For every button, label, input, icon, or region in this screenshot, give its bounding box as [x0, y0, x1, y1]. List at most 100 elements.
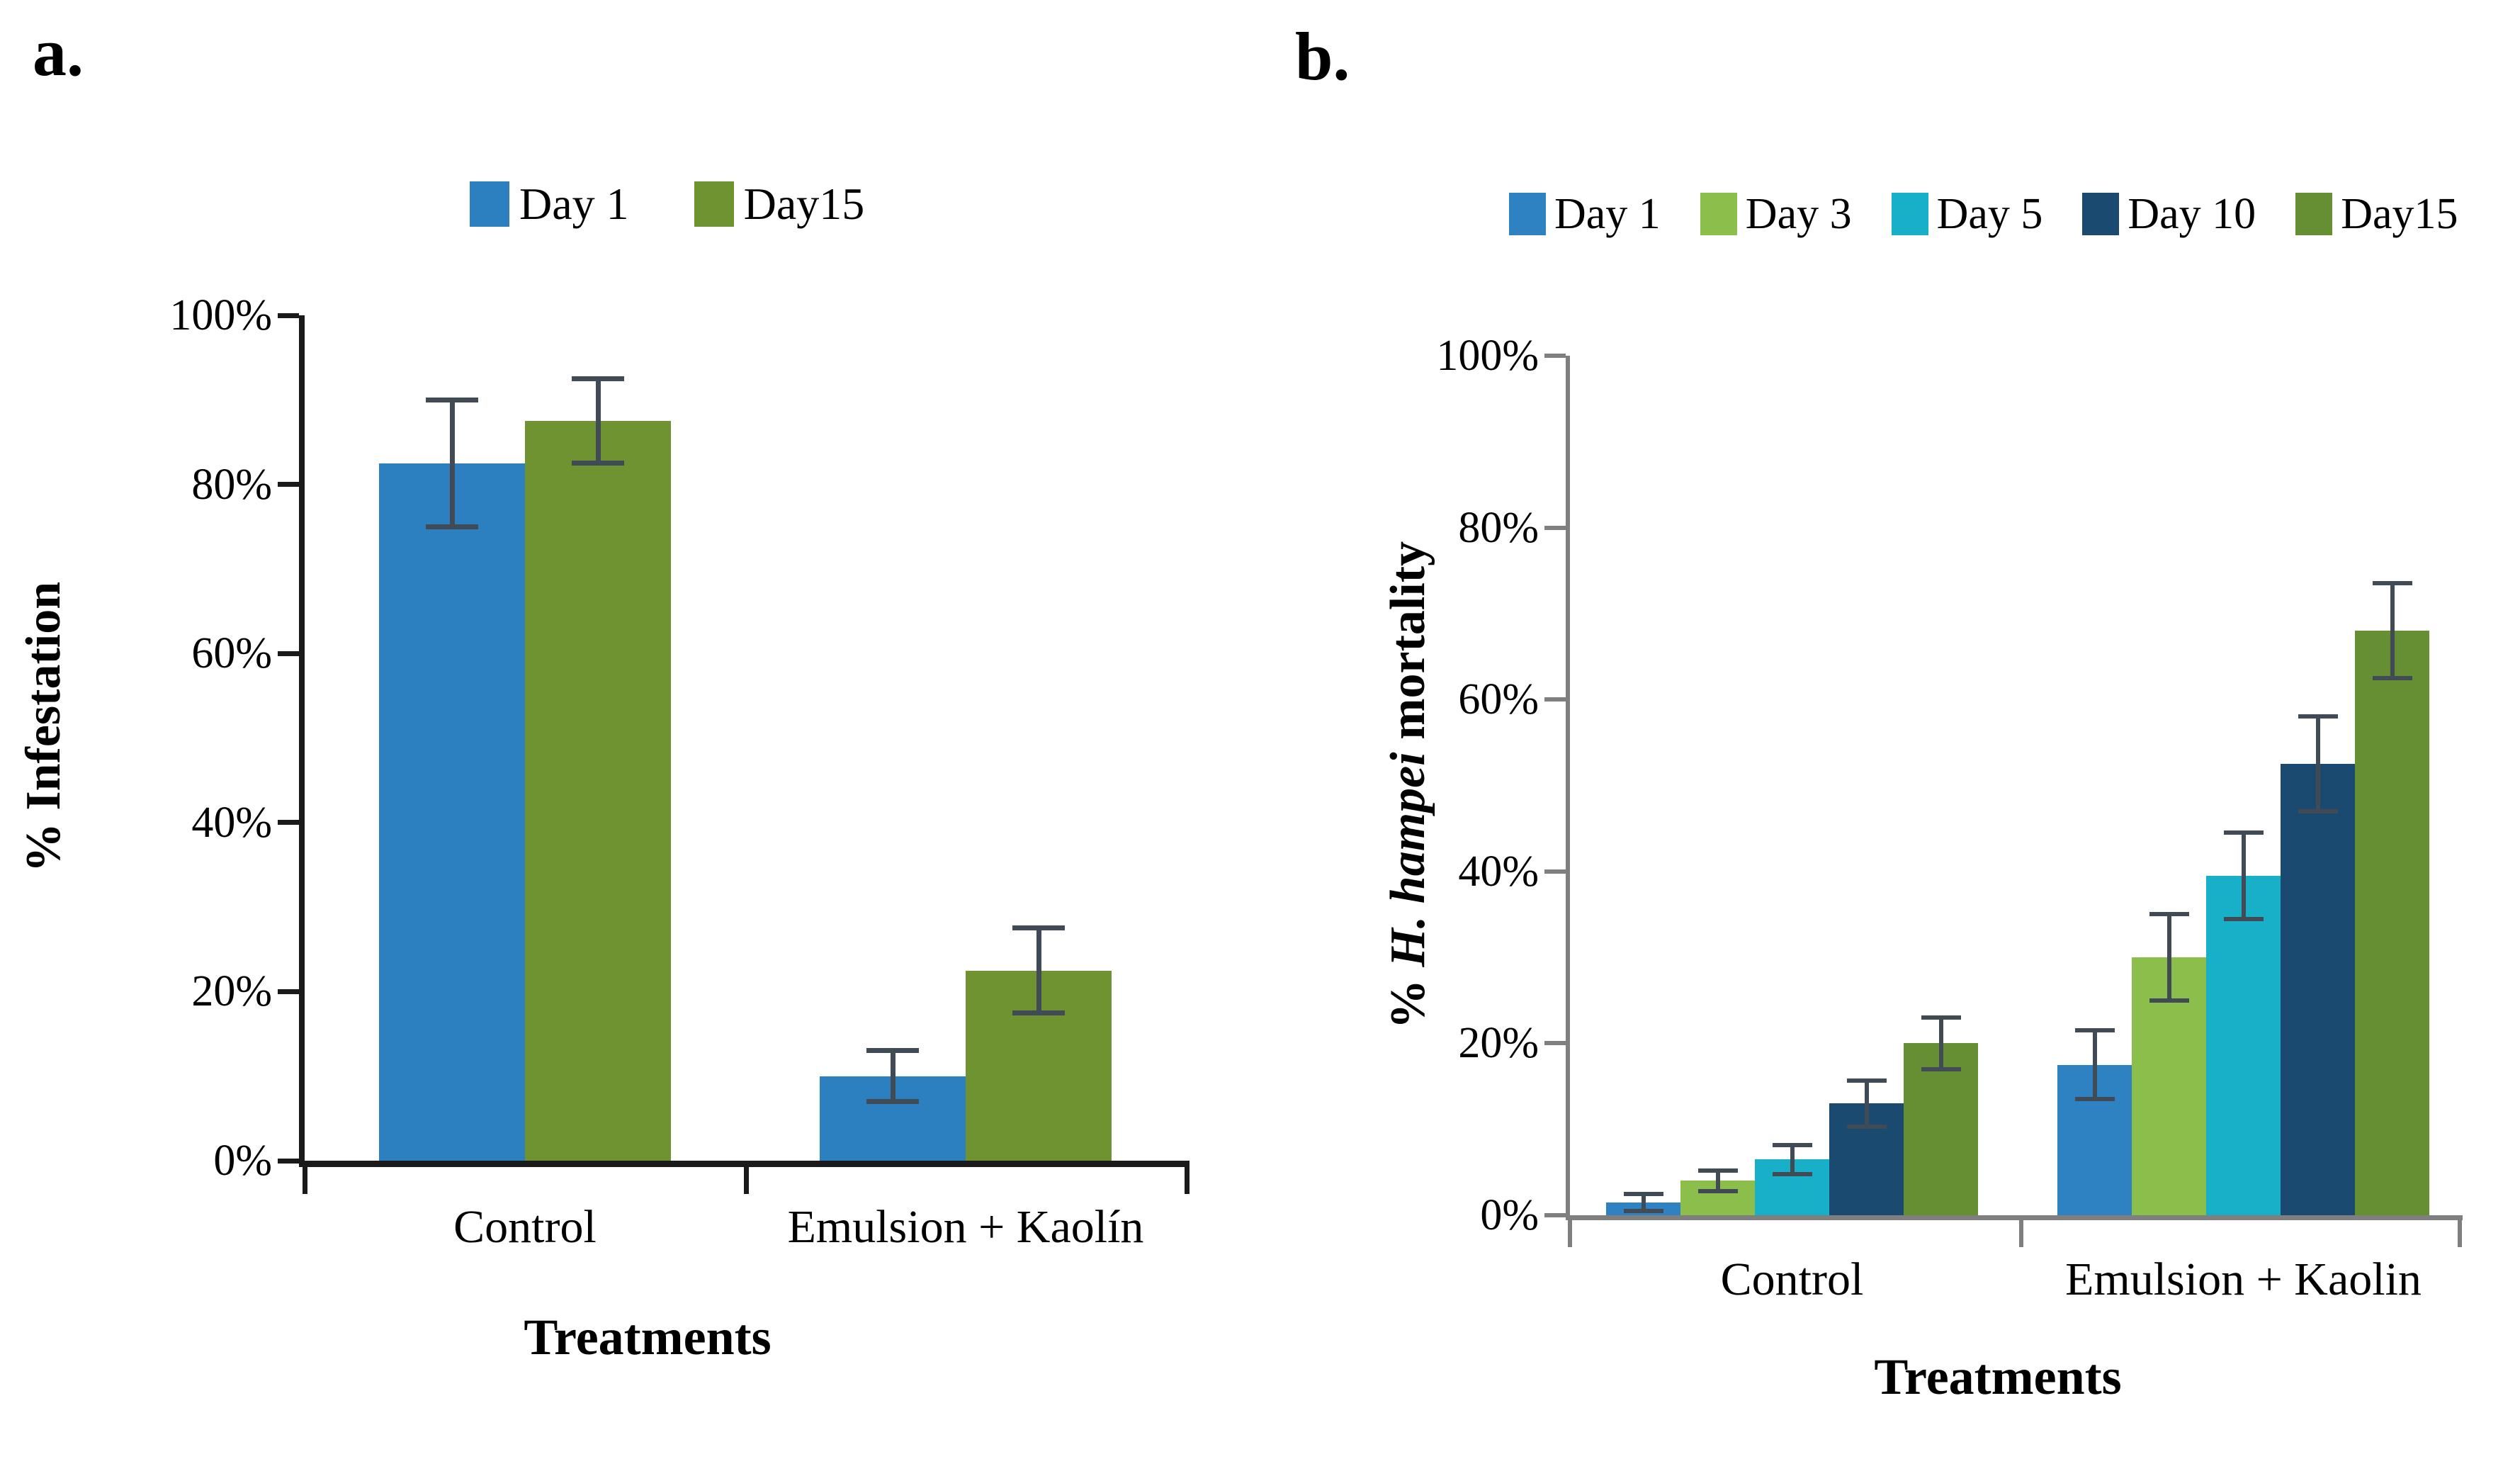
bar-control-day15: [1904, 1043, 1978, 1215]
legend-label: Day 5: [1936, 190, 2043, 238]
x-tick: [1568, 1220, 1572, 1247]
y-tick: [1544, 354, 1566, 358]
legend-swatch-day-5: [1891, 193, 1928, 235]
error-bar-line: [1790, 1144, 1795, 1174]
error-bar-cap-bottom: [426, 524, 478, 529]
legend-item-day-3: Day 3: [1700, 190, 1852, 238]
y-tick-label: 0%: [213, 1137, 272, 1185]
error-bar-line: [890, 1050, 895, 1102]
error-bar-line: [1641, 1193, 1646, 1211]
y-tick-label: 60%: [1458, 675, 1539, 724]
y-tick-label: 80%: [1458, 503, 1539, 552]
error-bar-cap-bottom: [1623, 1208, 1663, 1213]
y-tick-label: 80%: [191, 460, 272, 509]
y-axis-title-italic-segment: H. hampei: [1381, 752, 1435, 967]
error-bar-line: [1715, 1170, 1720, 1192]
y-tick-label: 100%: [1436, 332, 1539, 380]
y-axis-line-a: [299, 315, 305, 1167]
x-tick: [1184, 1167, 1190, 1194]
category-label-control: Control: [1720, 1254, 1864, 1305]
error-bar-cap-bottom: [2223, 916, 2264, 921]
legend-label: Day15: [2341, 190, 2458, 238]
legend-item-day-10: Day 10: [2082, 190, 2256, 238]
legend-label: Day15: [743, 179, 865, 229]
error-bar-cap-top: [1623, 1191, 1663, 1196]
bar-emulsion-kaolin-day-5: [2206, 875, 2281, 1215]
y-tick-label: 40%: [191, 798, 272, 847]
error-bar-cap-bottom: [572, 461, 624, 466]
error-bar-cap-top: [1697, 1168, 1738, 1173]
y-tick-label: 60%: [191, 629, 272, 678]
y-axis-title-segment: %: [1381, 967, 1435, 1030]
legend-label: Day 1: [1554, 190, 1661, 238]
error-bar-cap-top: [2298, 714, 2338, 719]
error-bar-cap-top: [1772, 1142, 1812, 1147]
legend-label: Day 10: [2128, 190, 2256, 238]
error-bar-line: [2092, 1030, 2097, 1100]
error-bar-cap-top: [1012, 925, 1065, 931]
y-tick: [1544, 1041, 1566, 1046]
error-bar-cap-bottom: [1012, 1010, 1065, 1015]
error-bar-cap-top: [2223, 830, 2264, 835]
error-bar-cap-bottom: [1697, 1189, 1738, 1194]
error-bar-line: [2166, 914, 2171, 1001]
category-label-control: Control: [453, 1201, 597, 1253]
error-bar-cap-top: [2149, 912, 2189, 917]
legend-swatch-day15: [694, 181, 734, 227]
y-tick: [278, 820, 299, 826]
error-bar-cap-bottom: [1772, 1171, 1812, 1176]
y-tick: [278, 988, 299, 994]
legend-label: Day 1: [519, 179, 629, 229]
bar-emulsion-kaolin-day15: [2355, 631, 2429, 1215]
error-bar-cap-bottom: [2372, 675, 2412, 680]
error-bar-cap-bottom: [2298, 809, 2338, 813]
legend-b: Day 1 Day 3 Day 5 Day 10 Day15: [1509, 190, 2458, 238]
y-tick: [278, 650, 299, 656]
y-tick-label: 20%: [1458, 1019, 1539, 1068]
y-axis-line-b: [1566, 356, 1570, 1220]
legend-swatch-day-1: [470, 181, 509, 227]
y-tick-label: 20%: [191, 967, 272, 1016]
category-label-emulsion-kaolin: Emulsion + Kaolin: [2065, 1254, 2422, 1305]
x-axis-title-b: Treatments: [1874, 1348, 2122, 1405]
x-axis-line-a: [299, 1161, 1190, 1167]
category-label-emulsion-kaol-n: Emulsion + Kaolín: [787, 1201, 1144, 1253]
y-tick-label: 0%: [1480, 1191, 1539, 1239]
y-tick: [278, 312, 299, 318]
y-tick: [1544, 525, 1566, 530]
error-bar-cap-top: [572, 376, 624, 381]
y-tick: [1544, 869, 1566, 874]
legend-item-day15: Day15: [2295, 190, 2458, 238]
legend-item-day-1: Day 1: [1509, 190, 1661, 238]
error-bar-cap-bottom: [2074, 1097, 2115, 1102]
error-bar-cap-top: [2074, 1028, 2115, 1033]
y-tick: [1544, 1213, 1566, 1217]
error-bar-cap-top: [426, 397, 478, 402]
y-axis-title-b: % H. hampei mortality: [1379, 289, 1438, 1281]
legend-item-day-1: Day 1: [470, 181, 629, 227]
legend-label: Day 3: [1745, 190, 1852, 238]
x-tick: [2019, 1220, 2023, 1247]
error-bar-line: [449, 400, 455, 527]
error-bar-cap-bottom: [866, 1098, 919, 1104]
legend-item-day15: Day15: [694, 179, 865, 229]
y-axis-title-segment: mortality: [1381, 541, 1435, 753]
legend-item-day-5: Day 5: [1891, 190, 2043, 238]
error-bar-cap-top: [2372, 581, 2412, 586]
legend-swatch-day-1: [1509, 193, 1546, 235]
legend-swatch-day-10: [2082, 193, 2120, 235]
bar-control-day15: [525, 421, 671, 1161]
y-axis-title-a: % Infestation: [14, 231, 74, 1223]
y-tick: [1544, 697, 1566, 702]
error-bar-cap-bottom: [1846, 1125, 1887, 1130]
bar-emulsion-kaolin-day-10: [2281, 764, 2355, 1215]
error-bar-cap-top: [1921, 1015, 1961, 1020]
error-bar-cap-bottom: [2149, 998, 2189, 1003]
y-tick-label: 100%: [169, 291, 272, 339]
y-tick: [278, 482, 299, 488]
panel-label-b: b.: [1295, 18, 1350, 94]
error-bar-line: [2241, 833, 2246, 919]
x-tick: [302, 1167, 307, 1194]
error-bar-cap-top: [1846, 1078, 1887, 1083]
